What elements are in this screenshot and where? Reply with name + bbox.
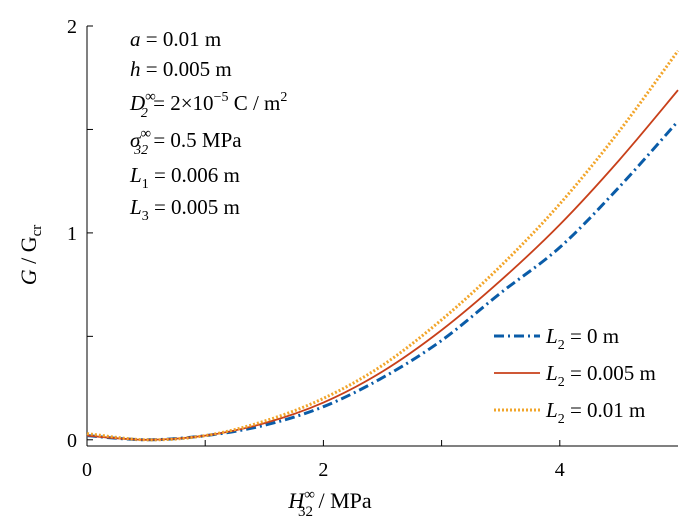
- param-line: L3 = 0.005 m: [129, 195, 240, 224]
- y-tick-label: 0: [67, 430, 77, 452]
- param-line: L1 = 0.006 m: [129, 163, 240, 192]
- y-axis-label: G / Gcr: [16, 225, 45, 286]
- series-layer: [86, 49, 680, 442]
- x-tick-label: 0: [82, 459, 92, 481]
- param-line: D∞ 2 = 2×10−5 C / m2: [129, 89, 287, 121]
- axes: 0 2 4 0 1 2: [67, 16, 678, 481]
- legend-label-0: L2 = 0 m: [545, 324, 619, 353]
- y-tick-label: 2: [67, 16, 77, 38]
- series-line-0: [86, 120, 680, 442]
- param-line: h = 0.005 m: [130, 57, 232, 81]
- y-tick-label: 1: [67, 223, 77, 245]
- legend: L2 = 0 m L2 = 0.005 m L2 = 0.01 m: [494, 324, 656, 427]
- legend-label-2: L2 = 0.01 m: [545, 398, 645, 427]
- parameter-annotations: a = 0.01 m h = 0.005 m D∞ 2 = 2×10−5 C / m2…: [129, 27, 287, 224]
- series-line-2: [86, 49, 680, 442]
- x-axis-label: H∞ 32 / MPa: [287, 487, 372, 520]
- x-tick-label: 4: [555, 459, 565, 481]
- param-line: a = 0.01 m: [130, 27, 221, 51]
- x-tick-label: 2: [318, 459, 328, 481]
- legend-label-1: L2 = 0.005 m: [545, 361, 656, 390]
- param-line: σ∞ 32 = 0.5 MPa: [130, 126, 242, 158]
